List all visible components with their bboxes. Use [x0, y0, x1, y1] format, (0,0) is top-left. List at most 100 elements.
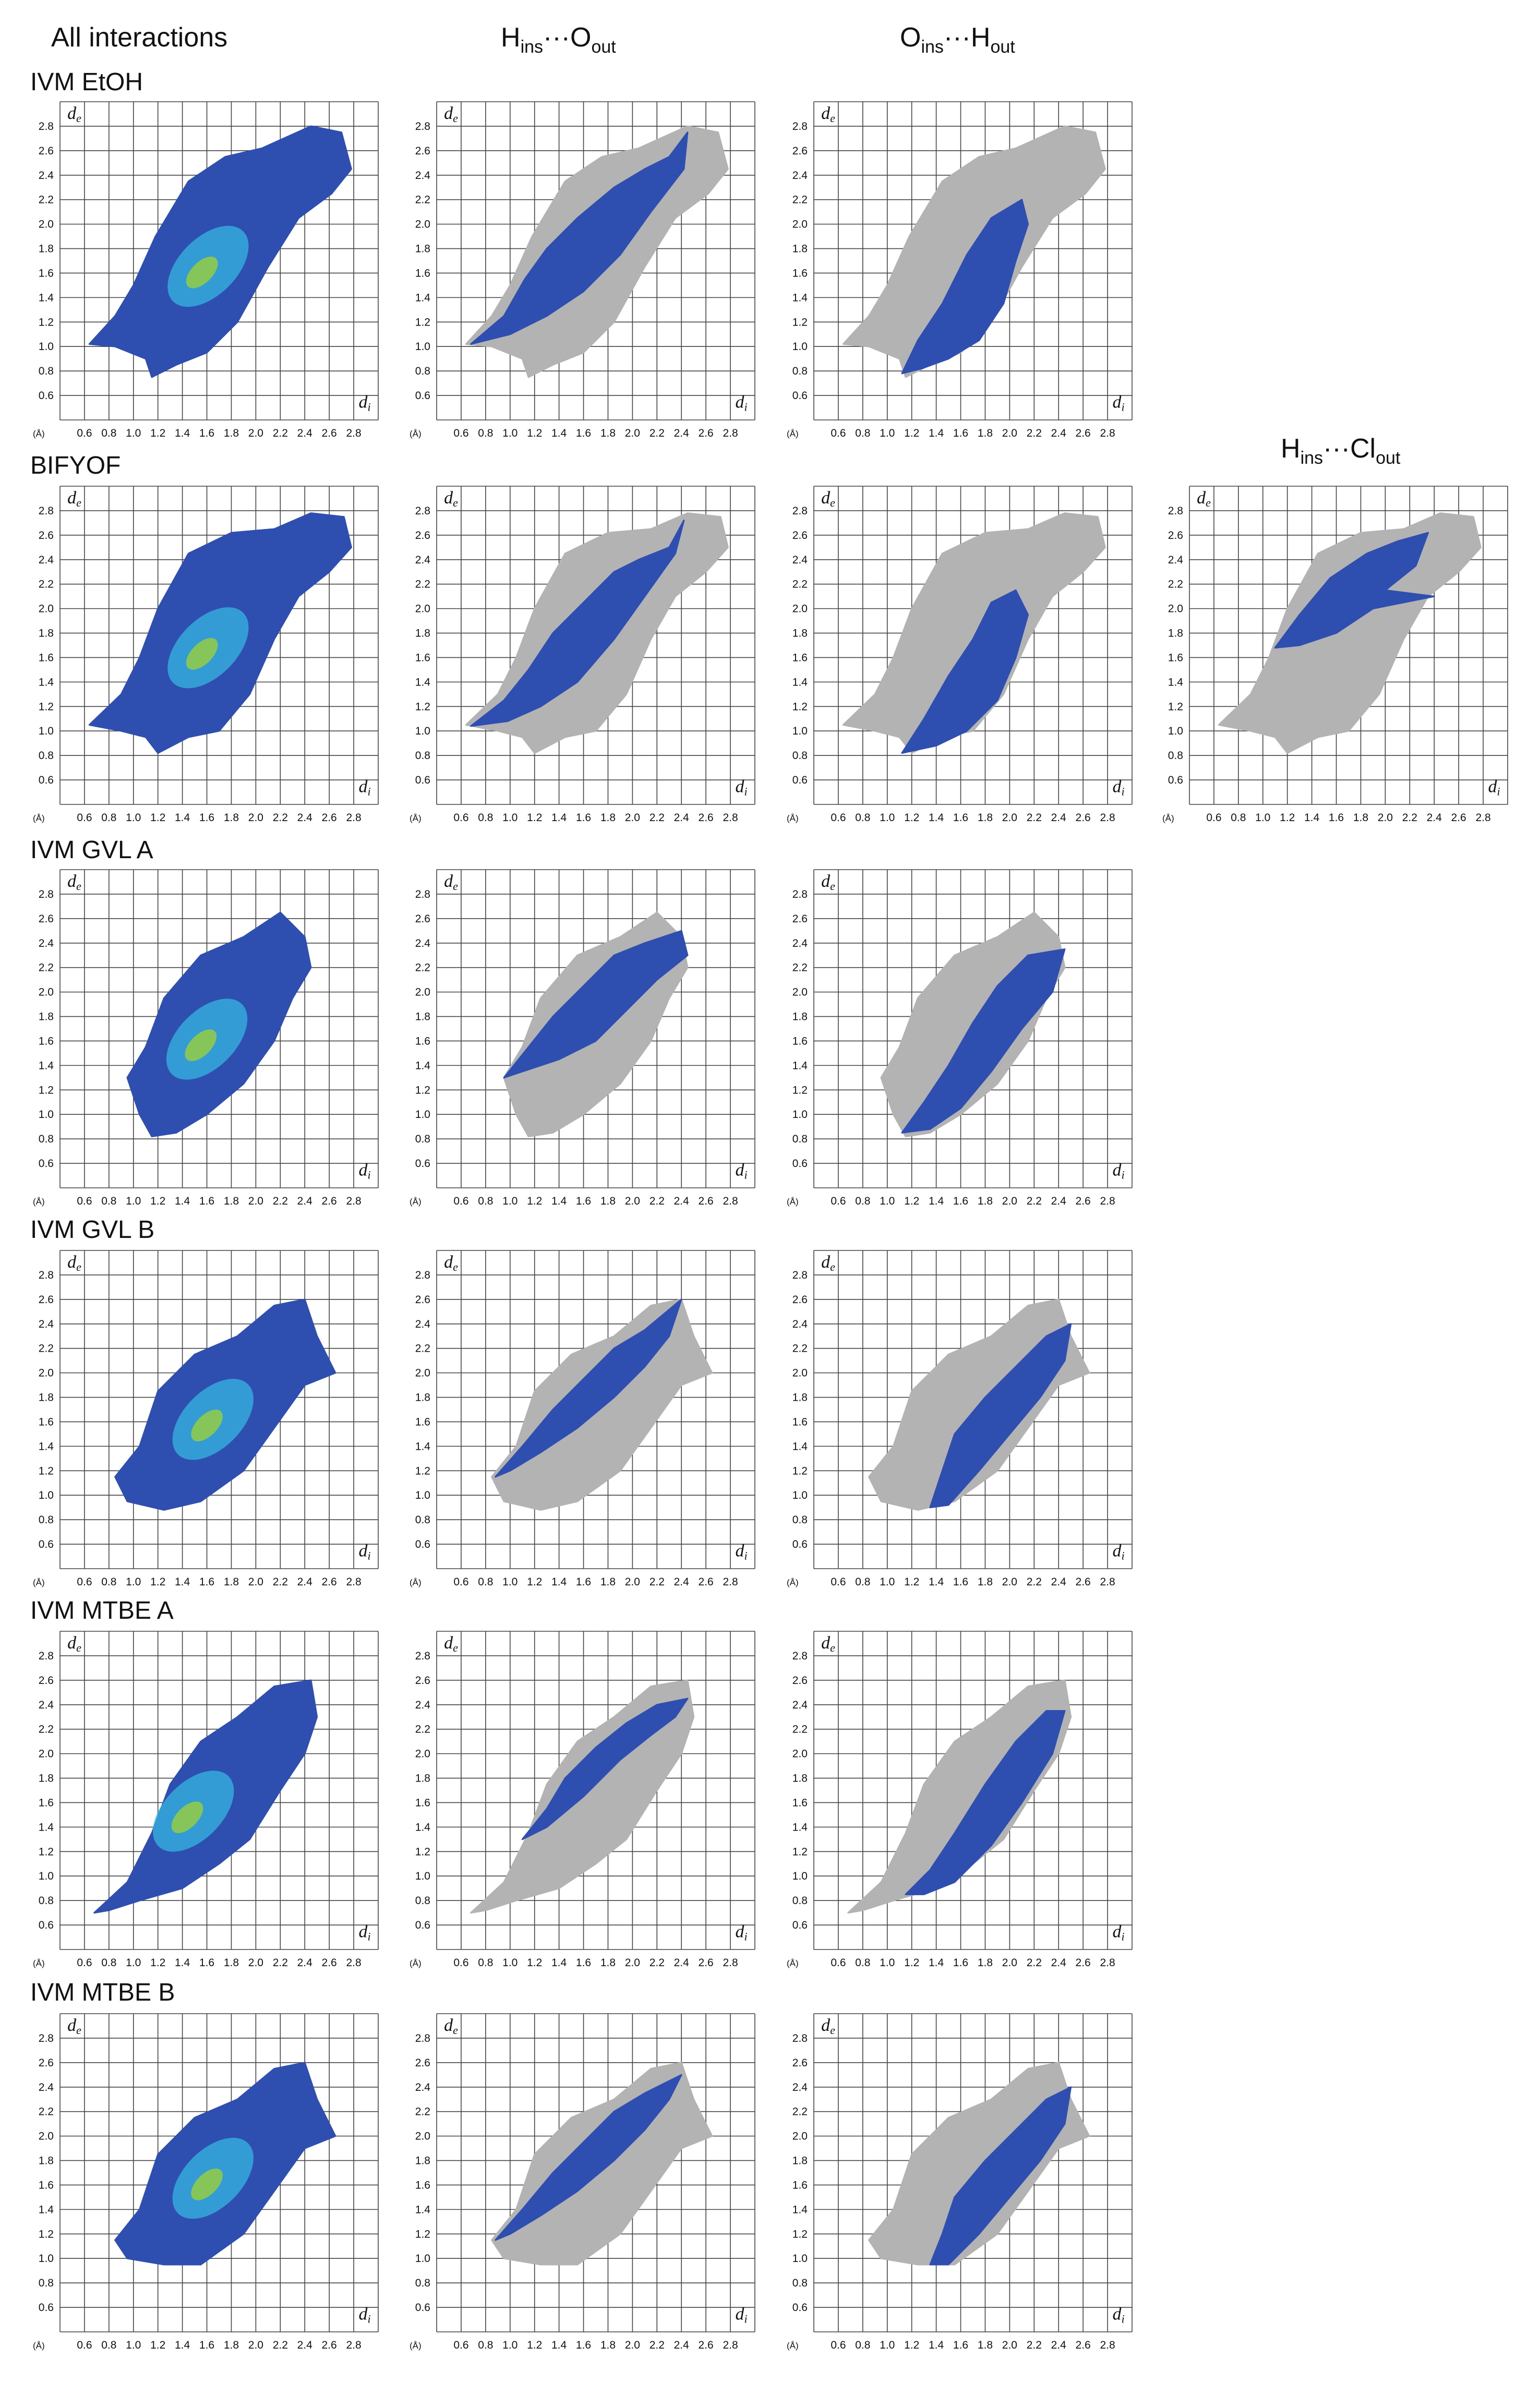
x-tick-label: 1.4: [1304, 812, 1320, 824]
unit-label: (Å): [410, 1958, 422, 1968]
y-tick-label: 1.8: [39, 243, 54, 255]
y-tick-label: 2.0: [39, 219, 54, 231]
y-tick-label: 2.2: [792, 1343, 808, 1355]
x-tick-label: 2.8: [346, 1957, 361, 1969]
x-tick-label: 1.6: [953, 1195, 968, 1207]
y-tick-label: 1.4: [39, 1821, 54, 1833]
y-tick-label: 2.4: [792, 1699, 808, 1711]
x-tick-label: 2.6: [1076, 1576, 1091, 1588]
y-tick-label: 2.4: [415, 2081, 431, 2093]
y-tick-label: 1.6: [792, 1416, 808, 1428]
x-tick-label: 0.8: [855, 1195, 870, 1207]
y-tick-label: 0.6: [1168, 774, 1183, 786]
row-title-bifyof: BIFYOF: [30, 452, 121, 479]
fingerprint-panel-all-row-3: 0.6 0.8 1.0 1.2 1.4 1.6 1.8 2.0 2.2 2.4 2.6 2.8 0.6 0…: [21, 1245, 379, 1610]
y-tick-label: 2.2: [415, 1724, 430, 1736]
y-tick-label: 0.6: [792, 1158, 808, 1170]
y-tick-label: 2.0: [415, 603, 430, 615]
y-tick-label: 1.8: [792, 1392, 808, 1404]
x-tick-label: 0.6: [453, 1195, 468, 1207]
x-tick-label: 2.6: [1076, 1195, 1091, 1207]
header-h-o-sep: ···: [543, 22, 570, 53]
x-tick-label: 1.6: [199, 812, 214, 824]
x-tick-label: 0.8: [101, 1576, 116, 1588]
y-tick-label: 1.0: [415, 2253, 430, 2265]
x-tick-label: 2.8: [1100, 2339, 1115, 2351]
fingerprint-plot: 0.6 0.8 1.0 1.2 1.4 1.6 1.8 2.0 2.2 2.4 2.6 2.8 0.6 0…: [33, 486, 379, 824]
x-tick-label: 1.6: [576, 1576, 591, 1588]
x-tick-label: 1.8: [224, 2339, 239, 2351]
fingerprint-panel-all-row-5: 0.6 0.8 1.0 1.2 1.4 1.6 1.8 2.0 2.2 2.4 2.6 2.8 0.6 0…: [21, 2008, 379, 2374]
y-tick-label: 2.2: [39, 194, 54, 206]
x-tick-label: 1.8: [600, 2339, 616, 2351]
y-axis-label: de: [67, 1633, 81, 1654]
fingerprint-panel-o_h-row-2: 0.6 0.8 1.0 1.2 1.4 1.6 1.8 2.0 2.2 2.4 2.6 2.8 0.6 0…: [775, 864, 1133, 1230]
x-tick-label: 2.0: [1002, 1195, 1017, 1207]
x-tick-label: 0.6: [831, 2339, 846, 2351]
x-tick-label: 1.4: [175, 1957, 190, 1969]
y-tick-label: 2.0: [415, 1367, 430, 1379]
fingerprint-plot: 0.6 0.8 1.0 1.2 1.4 1.6 1.8 2.0 2.2 2.4 2.6 2.8 0.6 0…: [787, 1631, 1133, 1969]
y-tick-label: 1.4: [415, 1060, 431, 1072]
fingerprint-plot: 0.6 0.8 1.0 1.2 1.4 1.6 1.8 2.0 2.2 2.4 2.6 2.8 0.6 0…: [410, 1250, 755, 1588]
header-h-o-main2: O: [570, 22, 592, 53]
column-header-h-o: Hins···Oout: [501, 22, 616, 57]
interaction-region-o_h: [905, 1710, 1066, 1895]
x-tick-label: 1.0: [502, 1576, 518, 1588]
x-tick-label: 2.4: [674, 1957, 690, 1969]
x-tick-label: 2.2: [1027, 812, 1042, 824]
y-axis-label: de: [821, 1253, 835, 1273]
y-axis-label: de: [444, 1633, 458, 1654]
x-tick-label: 1.2: [904, 1195, 919, 1207]
x-tick-label: 1.0: [880, 1957, 895, 1969]
x-tick-label: 1.6: [199, 1957, 214, 1969]
y-tick-label: 2.6: [39, 913, 54, 925]
x-tick-label: 0.6: [77, 1957, 92, 1969]
y-tick-label: 0.6: [39, 390, 54, 402]
y-tick-label: 1.2: [792, 316, 808, 328]
x-tick-label: 2.6: [699, 1957, 714, 1969]
y-tick-label: 1.6: [415, 1416, 430, 1428]
x-tick-label: 2.4: [1051, 2339, 1067, 2351]
x-tick-label: 1.4: [551, 1195, 567, 1207]
y-tick-label: 1.0: [792, 1109, 808, 1121]
y-tick-label: 1.2: [39, 1084, 54, 1096]
y-tick-label: 1.4: [415, 292, 431, 304]
column-header-o-h: Oins···Hout: [900, 22, 1015, 57]
x-tick-label: 0.8: [101, 2339, 116, 2351]
y-tick-label: 1.4: [792, 2204, 808, 2216]
unit-label: (Å): [787, 429, 799, 439]
x-tick-label: 0.6: [453, 427, 468, 439]
x-tick-label: 1.2: [150, 812, 165, 824]
x-tick-label: 2.2: [649, 1957, 665, 1969]
y-tick-label: 2.2: [415, 579, 430, 591]
y-tick-label: 1.8: [792, 1011, 808, 1023]
y-tick-label: 1.2: [792, 1846, 808, 1858]
x-tick-label: 1.4: [175, 1576, 190, 1588]
y-tick-label: 2.6: [39, 1675, 54, 1687]
x-tick-label: 2.4: [674, 1195, 690, 1207]
y-tick-label: 2.4: [39, 1318, 54, 1330]
y-tick-label: 2.2: [792, 1724, 808, 1736]
y-axis-label: de: [1197, 488, 1211, 509]
y-tick-label: 1.8: [39, 2155, 54, 2167]
header-h-o-main1: H: [501, 22, 521, 53]
interaction-region-h_o: [470, 131, 689, 345]
x-tick-label: 0.6: [453, 1957, 468, 1969]
x-tick-label: 2.2: [649, 1576, 665, 1588]
unit-label: (Å): [1162, 813, 1174, 823]
x-tick-label: 0.6: [77, 1576, 92, 1588]
row-title-ivm-mtbe-a: IVM MTBE A: [30, 1597, 174, 1624]
x-tick-label: 2.2: [273, 2339, 288, 2351]
y-axis-label: de: [821, 872, 835, 893]
y-tick-label: 0.8: [39, 1133, 54, 1145]
x-tick-label: 2.0: [248, 2339, 263, 2351]
x-tick-label: 2.8: [1100, 1957, 1115, 1969]
y-axis-label: de: [67, 2016, 81, 2037]
y-tick-label: 1.0: [415, 1109, 430, 1121]
y-tick-label: 2.2: [792, 579, 808, 591]
x-tick-label: 2.8: [1475, 812, 1490, 824]
y-tick-label: 0.8: [415, 365, 430, 377]
x-tick-label: 1.2: [527, 1576, 542, 1588]
unit-label: (Å): [787, 1958, 799, 1968]
